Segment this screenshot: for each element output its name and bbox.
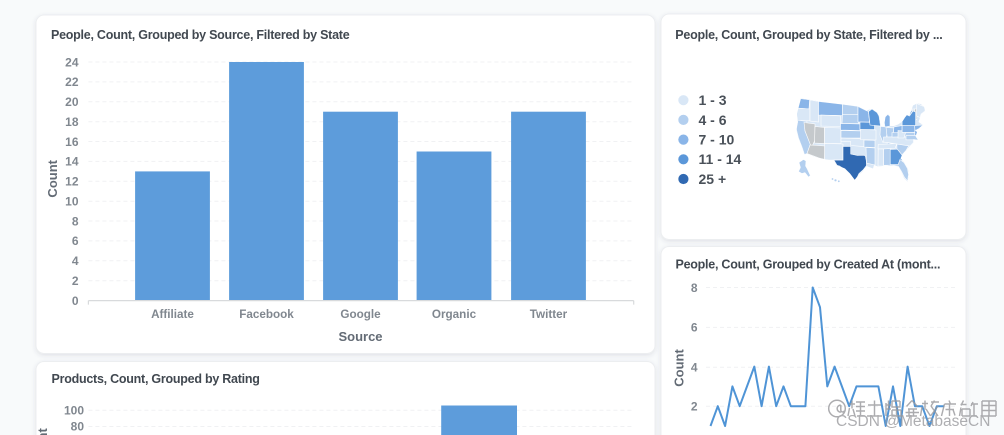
- svg-text:Google: Google: [340, 308, 381, 321]
- svg-text:4: 4: [72, 254, 79, 268]
- svg-text:24: 24: [65, 55, 79, 69]
- svg-text:25 +: 25 +: [699, 171, 727, 187]
- svg-text:CSDN @MetabaseCN: CSDN @MetabaseCN: [836, 413, 990, 430]
- svg-text:8: 8: [691, 281, 698, 295]
- svg-text:8: 8: [72, 214, 79, 228]
- svg-text:100: 100: [64, 403, 84, 417]
- svg-text:16: 16: [65, 135, 79, 149]
- svg-text:12: 12: [65, 175, 79, 189]
- svg-text:6: 6: [691, 321, 698, 335]
- svg-text:6: 6: [72, 234, 79, 248]
- svg-text:Source: Source: [338, 329, 382, 344]
- svg-text:80: 80: [71, 420, 85, 434]
- svg-text:Facebook: Facebook: [239, 308, 294, 321]
- svg-text:2: 2: [72, 274, 79, 288]
- svg-text:7 - 10: 7 - 10: [699, 132, 735, 148]
- svg-text:4 - 6: 4 - 6: [699, 112, 727, 128]
- svg-text:People, Count, Grouped by Stat: People, Count, Grouped by State, Filtere…: [675, 28, 942, 42]
- svg-text:Affiliate: Affiliate: [151, 308, 194, 321]
- svg-text:18: 18: [65, 115, 79, 129]
- svg-text:Twitter: Twitter: [530, 308, 568, 321]
- svg-text:20: 20: [65, 95, 79, 109]
- svg-text:10: 10: [65, 194, 79, 208]
- svg-text:4: 4: [691, 361, 698, 375]
- svg-text:11 - 14: 11 - 14: [699, 151, 742, 167]
- svg-text:People, Count, Grouped by Sour: People, Count, Grouped by Source, Filter…: [51, 28, 350, 42]
- svg-text:Products, Count, Grouped by Ra: Products, Count, Grouped by Rating: [52, 372, 260, 386]
- svg-text:Organic: Organic: [432, 308, 477, 321]
- svg-text:People, Count, Grouped by Crea: People, Count, Grouped by Created At (mo…: [676, 258, 941, 272]
- svg-text:2: 2: [691, 400, 698, 414]
- svg-text:0: 0: [72, 294, 79, 308]
- svg-text:22: 22: [65, 75, 79, 89]
- svg-text:Count: Count: [35, 428, 50, 435]
- svg-text:1 - 3: 1 - 3: [699, 92, 727, 108]
- svg-text:Count: Count: [672, 349, 687, 387]
- svg-text:Count: Count: [45, 159, 60, 197]
- svg-text:14: 14: [65, 155, 79, 169]
